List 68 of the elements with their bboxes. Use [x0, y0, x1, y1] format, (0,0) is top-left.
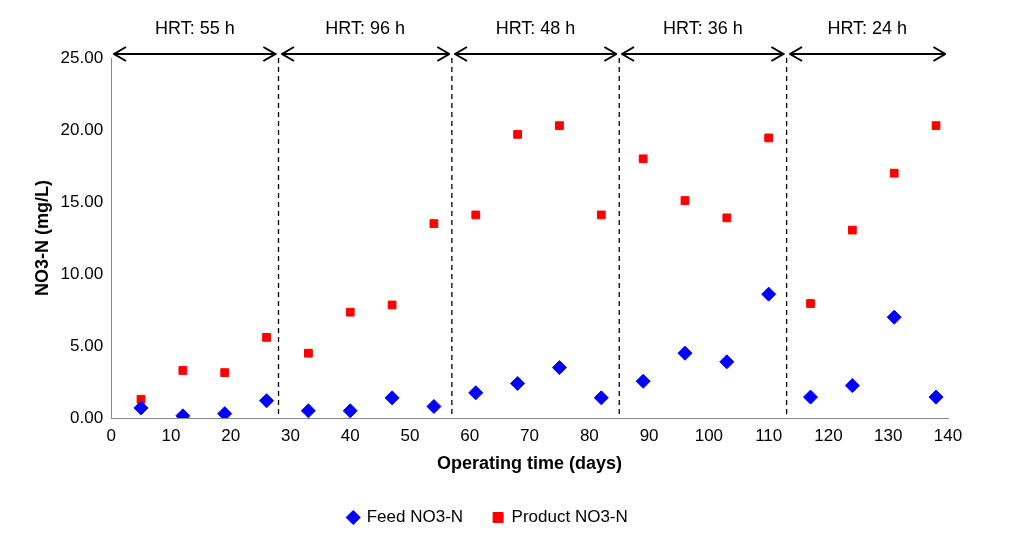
point	[847, 225, 857, 235]
point	[429, 219, 439, 228]
point	[680, 196, 690, 205]
legend-label: Product NO3-N	[511, 507, 628, 527]
point	[722, 213, 732, 223]
x-tick-label: 60	[460, 425, 480, 445]
point	[761, 286, 777, 302]
point	[426, 398, 442, 414]
x-tick-label: 40	[340, 425, 360, 445]
point	[719, 354, 735, 370]
y-tick-label: 5.00	[70, 335, 104, 355]
point	[304, 348, 313, 358]
point	[593, 390, 609, 406]
text: HRT: 36 h	[662, 18, 744, 39]
point	[844, 378, 860, 394]
x-tick-label: 110	[755, 425, 783, 445]
point	[555, 121, 564, 131]
x-tick-label: 130	[874, 425, 903, 445]
point	[259, 393, 275, 409]
x-tick-label: 0	[106, 425, 116, 445]
x-tick-label: 100	[694, 425, 724, 445]
point	[345, 307, 355, 317]
point	[300, 403, 316, 418]
point	[384, 390, 400, 406]
point	[889, 168, 899, 178]
point	[133, 400, 149, 416]
y-tick-label: 0.00	[70, 407, 104, 427]
point	[471, 210, 481, 220]
x-tick-label: 120	[814, 425, 843, 445]
point	[513, 129, 523, 139]
point	[178, 366, 188, 375]
legend-label: Feed NO3-N	[366, 507, 464, 527]
point	[806, 299, 815, 308]
point	[764, 133, 774, 143]
y-tick-label: 10.00	[60, 263, 104, 283]
x-tick-label: 80	[579, 425, 599, 445]
text: HRT: 55 h	[153, 18, 236, 39]
text: HRT: 96 h	[324, 18, 407, 39]
point	[596, 210, 606, 220]
x-tick-label: 90	[639, 425, 659, 445]
x-tick-label: 20	[221, 425, 241, 445]
point	[342, 403, 358, 418]
y-tick-label: 25.00	[60, 47, 104, 67]
point	[928, 389, 944, 405]
x-tick-label: 10	[161, 425, 181, 445]
x-tick-label: 70	[520, 425, 540, 445]
y-axis-title: NO3-N (mg/L)	[31, 180, 52, 296]
point	[635, 373, 651, 389]
point	[220, 368, 230, 378]
x-tick-label: 50	[400, 425, 420, 445]
point	[931, 121, 941, 131]
x-axis-title: Operating time (days)	[437, 453, 623, 474]
x-tick-label: 140	[933, 425, 963, 445]
point	[886, 309, 902, 325]
point	[217, 406, 233, 418]
point	[803, 389, 819, 405]
point	[551, 360, 567, 376]
y-tick-label: 15.00	[60, 191, 104, 211]
point	[638, 154, 648, 164]
point	[677, 345, 693, 361]
text: HRT: 48 h	[494, 18, 577, 39]
point	[510, 375, 526, 391]
point	[468, 385, 484, 401]
point	[387, 300, 397, 310]
text: HRT: 24 h	[826, 18, 909, 39]
x-tick-label: 30	[281, 425, 300, 445]
point	[262, 332, 271, 342]
y-tick-label: 20.00	[60, 119, 104, 139]
